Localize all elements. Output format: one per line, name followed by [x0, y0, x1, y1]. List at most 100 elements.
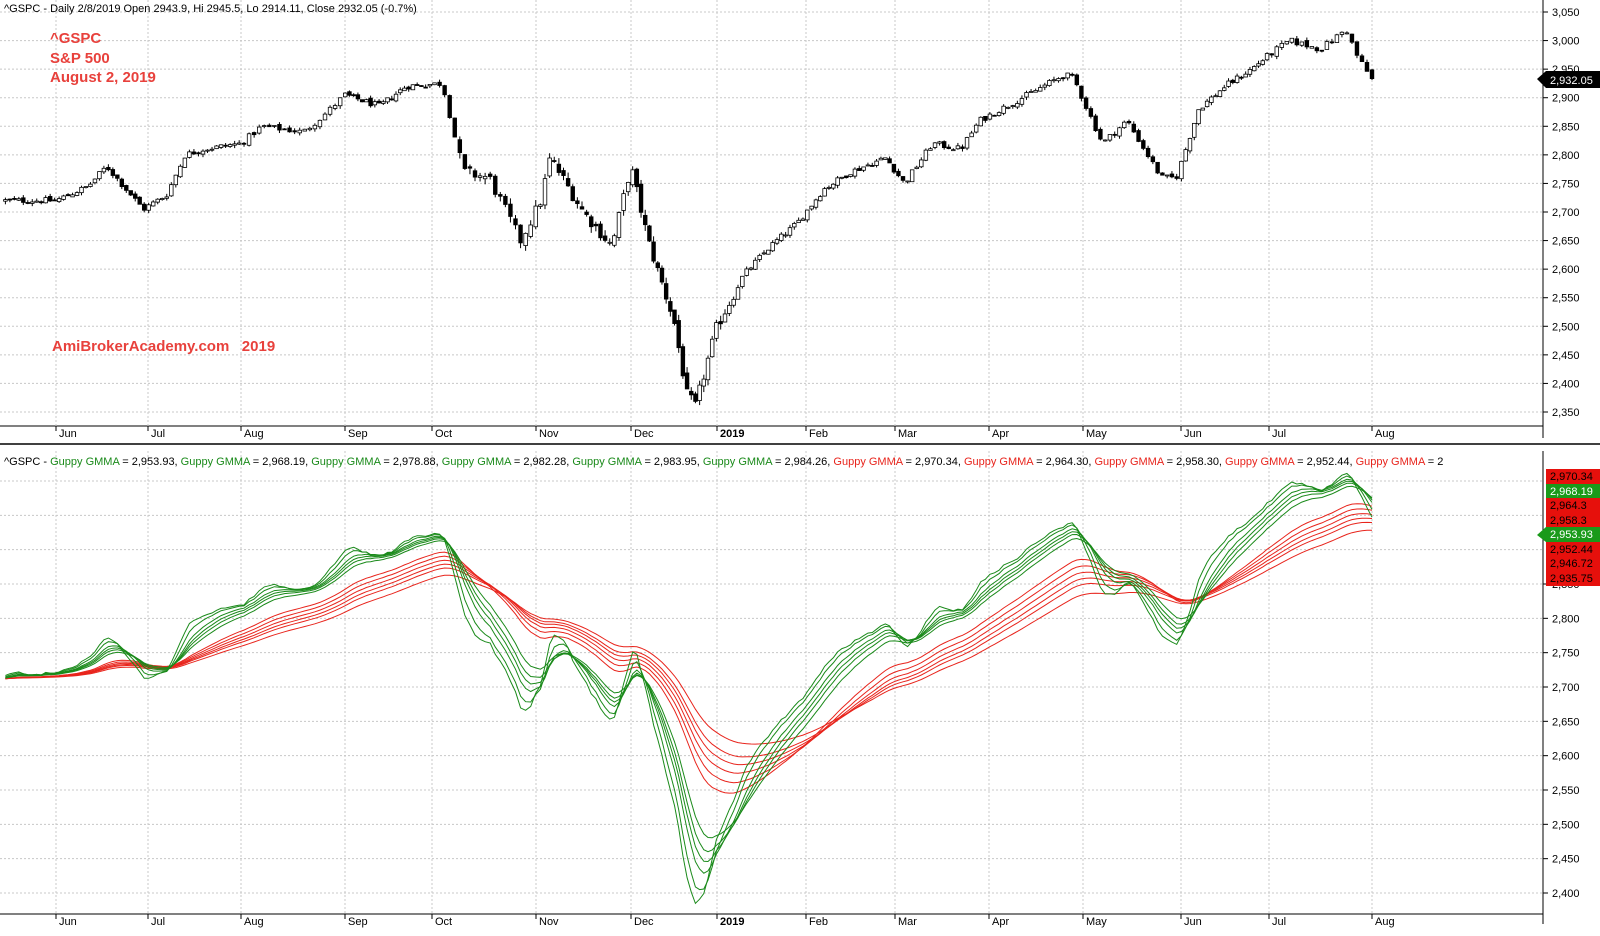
candle: [389, 95, 394, 101]
candle-body: [1299, 41, 1305, 46]
value-tag: 2,946.72: [1546, 556, 1600, 571]
candle: [79, 185, 84, 196]
candle-body: [1107, 134, 1113, 141]
candle: [740, 275, 745, 289]
candle: [598, 221, 603, 241]
candle-body: [783, 234, 788, 237]
candle: [896, 168, 901, 178]
candle-body: [1042, 84, 1048, 88]
candle: [575, 197, 580, 209]
candle-body: [941, 141, 947, 149]
candle: [196, 151, 201, 157]
candle-body: [1183, 149, 1188, 162]
candle-body: [659, 267, 665, 283]
candle: [616, 211, 622, 241]
upper-grid: [0, 0, 1543, 426]
value-tag: 2,953.93: [1537, 527, 1600, 542]
candle-body: [1056, 78, 1061, 82]
candle-body: [542, 178, 548, 206]
value-tag-text: 2,958.3: [1550, 515, 1587, 527]
candle: [1174, 173, 1179, 181]
candle-body: [209, 148, 215, 151]
upper-x-tick-label: 2019: [720, 428, 744, 440]
upper-x-tick-label: Jun: [1184, 428, 1202, 440]
candle: [766, 249, 771, 255]
candle-body: [992, 114, 997, 117]
lower-y-tick-label: 2,550: [1552, 785, 1580, 797]
candle: [891, 163, 897, 174]
candle-body: [472, 170, 478, 178]
candle: [1339, 31, 1345, 38]
candle-body: [1088, 108, 1094, 117]
candle: [1314, 46, 1320, 54]
candle-body: [292, 130, 297, 133]
candle-body: [43, 197, 48, 204]
candle: [561, 167, 566, 181]
candle-body: [1192, 122, 1197, 138]
lower-x-tick-label: Apr: [992, 916, 1009, 928]
candle: [61, 194, 66, 201]
candle-body: [533, 205, 538, 228]
candle: [457, 136, 463, 159]
candle-body: [1264, 53, 1270, 61]
candle-body: [1006, 106, 1011, 109]
candle-body: [668, 301, 673, 312]
candle-body: [406, 86, 411, 90]
candle-body: [1289, 37, 1295, 43]
candle: [1006, 106, 1011, 110]
candle-body: [693, 393, 698, 402]
candle: [1196, 109, 1201, 126]
candle-body: [128, 190, 133, 196]
candle-body: [727, 304, 732, 314]
candle-body: [883, 157, 888, 160]
candle: [232, 140, 237, 149]
candle: [1230, 78, 1236, 85]
candle-body: [1269, 53, 1274, 56]
candle-body: [607, 241, 612, 244]
candle: [385, 97, 390, 104]
candle-body: [457, 139, 463, 154]
candle-body: [312, 124, 318, 130]
candle-body: [589, 216, 594, 228]
candle: [347, 90, 352, 97]
candle: [101, 165, 107, 175]
candle-body: [196, 152, 201, 155]
candle-body: [74, 192, 80, 196]
candle-body: [277, 124, 282, 131]
candle: [973, 123, 979, 134]
candle: [523, 232, 528, 251]
candle-body: [651, 241, 656, 262]
candle: [744, 266, 749, 277]
candle: [282, 128, 287, 131]
candle: [39, 200, 44, 205]
candle-body: [1334, 34, 1340, 43]
upper-x-tick-label: Nov: [539, 428, 559, 440]
candle-body: [419, 85, 424, 87]
candle-body: [1359, 55, 1365, 62]
short-ema-line-0: [5, 472, 1373, 905]
upper-y-tick-label: 3,050: [1552, 7, 1580, 19]
candle: [402, 85, 407, 92]
candle: [1309, 46, 1315, 49]
candle-body: [227, 144, 233, 147]
candle-body: [523, 232, 528, 246]
candle-body: [1155, 161, 1160, 174]
candle-body: [1010, 105, 1015, 107]
value-tag: 2,968.19: [1546, 484, 1600, 499]
candle: [133, 191, 138, 202]
candle-body: [663, 283, 669, 300]
candle-body: [983, 115, 988, 121]
candle-body: [914, 166, 919, 169]
last-price-tag: 2,932.05: [1537, 71, 1600, 88]
candle: [960, 144, 965, 152]
candle-body: [214, 145, 219, 150]
candle-body: [493, 175, 498, 195]
candle-body: [900, 176, 906, 181]
candle: [1217, 90, 1223, 98]
lower-x-tick-label: Dec: [634, 916, 654, 928]
candle: [697, 380, 702, 406]
candle-body: [133, 193, 138, 199]
candle: [124, 184, 129, 193]
candle-body: [1060, 77, 1066, 80]
candle-body: [503, 195, 508, 205]
